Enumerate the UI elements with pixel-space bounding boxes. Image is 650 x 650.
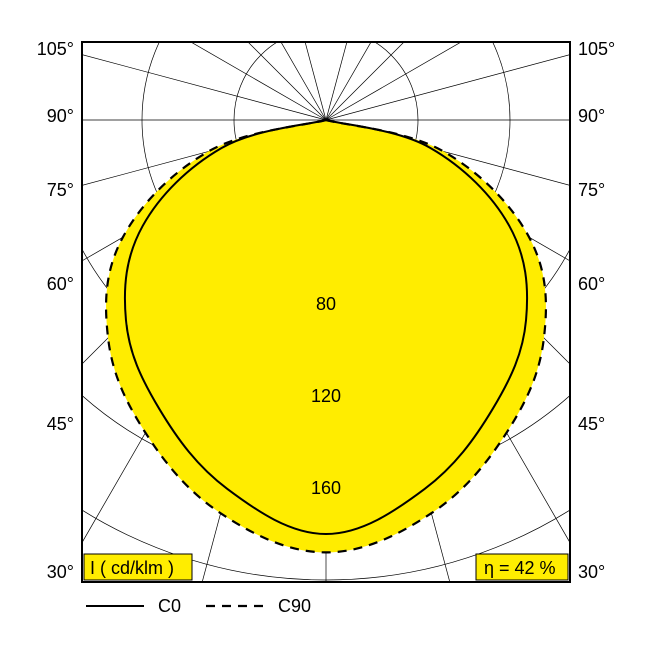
radial-tick-label: 160 — [311, 478, 341, 498]
info-box-efficiency: η = 42 % — [476, 554, 568, 580]
angle-labels-left: 105° 90° 75° 60° 45° 30° — [37, 39, 74, 582]
svg-text:I ( cd/klm ): I ( cd/klm ) — [90, 558, 174, 578]
angle-label-right: 105° — [578, 39, 615, 59]
light-distribution-chart: 80 120 160 105° 90° 75° 60° 45° 30° 105° 90° 75° 6… — [0, 0, 650, 650]
angle-label-right: 45° — [578, 414, 605, 434]
legend: C0 C90 — [86, 596, 311, 616]
radial-tick-label: 120 — [311, 386, 341, 406]
angle-label-right: 30° — [578, 562, 605, 582]
angle-label-right: 60° — [578, 274, 605, 294]
angle-labels-right: 105° 90° 75° 60° 45° 30° — [578, 39, 615, 582]
info-box-units: I ( cd/klm ) — [84, 554, 192, 580]
legend-label-c90: C90 — [278, 596, 311, 616]
angle-label-right: 75° — [578, 180, 605, 200]
angle-label-left: 90° — [47, 106, 74, 126]
angle-label-left: 30° — [47, 562, 74, 582]
angle-label-left: 75° — [47, 180, 74, 200]
angle-label-left: 105° — [37, 39, 74, 59]
legend-label-c0: C0 — [158, 596, 181, 616]
angle-label-left: 60° — [47, 274, 74, 294]
radial-tick-label: 80 — [316, 294, 336, 314]
angle-label-right: 90° — [578, 106, 605, 126]
angle-label-left: 45° — [47, 414, 74, 434]
svg-text:η = 42 %: η = 42 % — [484, 558, 556, 578]
